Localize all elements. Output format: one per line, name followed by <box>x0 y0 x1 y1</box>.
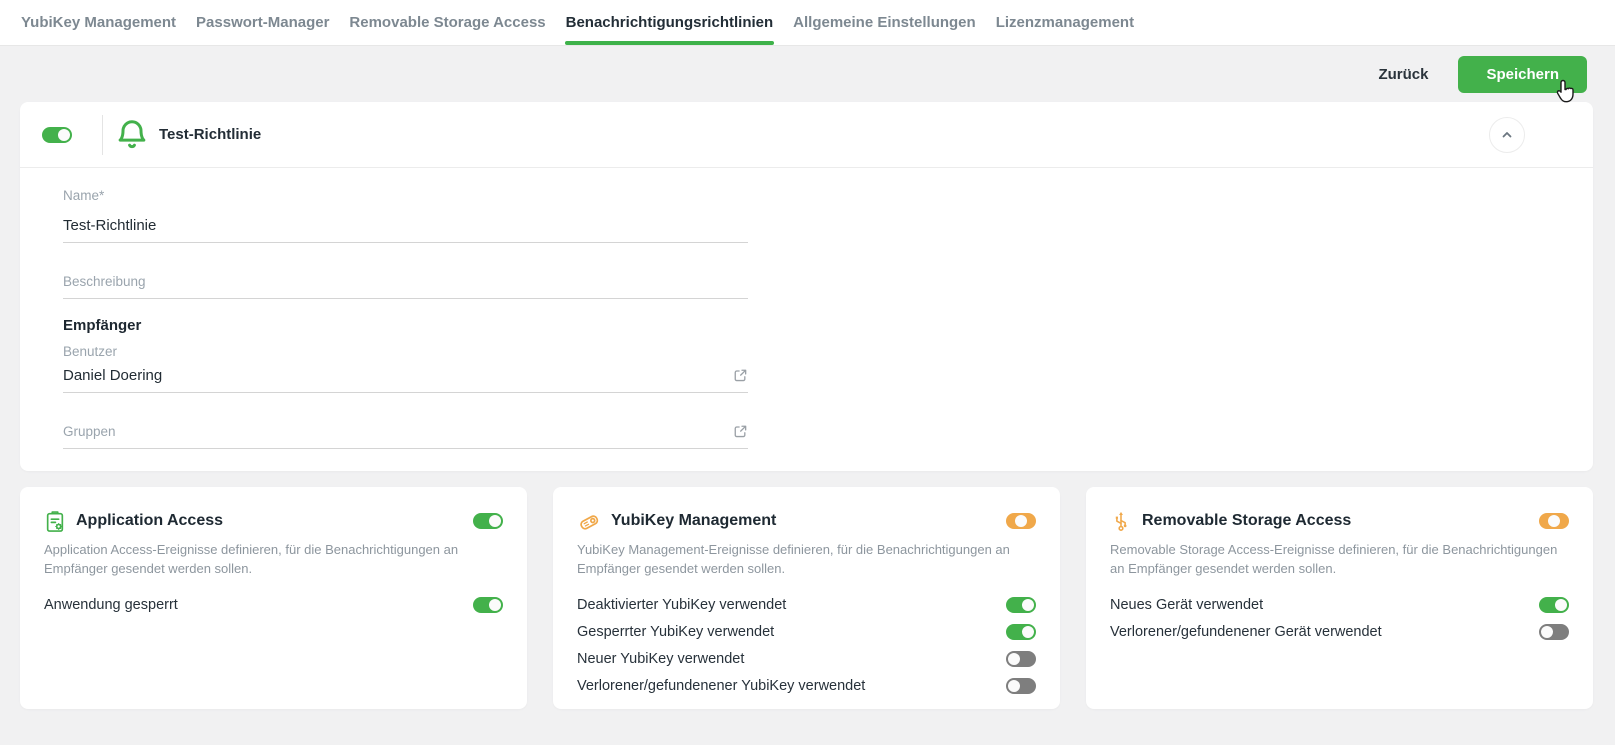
yubikey-management-card: YubiKey Management YubiKey Management-Er… <box>553 487 1060 709</box>
removable-storage-category-toggle[interactable] <box>1539 513 1569 529</box>
tab-removable-storage-access[interactable]: Removable Storage Access <box>349 14 546 31</box>
gesperrter-yubikey-toggle[interactable] <box>1006 624 1036 641</box>
removable-storage-card: Removable Storage Access Removable Stora… <box>1086 487 1593 709</box>
verlorener-yubikey-toggle[interactable] <box>1006 678 1036 695</box>
name-field[interactable]: Name* Test-Richtlinie <box>63 188 748 243</box>
event-toggle-row: Verlorener/gefundenener YubiKey verwende… <box>577 673 1036 700</box>
policy-title: Test-Richtlinie <box>159 126 262 143</box>
usb-icon <box>1110 509 1132 533</box>
chevron-up-icon <box>1500 128 1514 142</box>
application-access-card: Application Access Application Access-Er… <box>20 487 527 709</box>
policy-card-header: Test-Richtlinie <box>20 102 1593 168</box>
action-bar: Zurück Speichern <box>0 46 1615 102</box>
verlorenes-geraet-toggle[interactable] <box>1539 624 1569 641</box>
event-toggle-row: Gesperrter YubiKey verwendet <box>577 619 1036 646</box>
application-access-category-toggle[interactable] <box>473 513 503 529</box>
removable-storage-description: Removable Storage Access-Ereignisse defi… <box>1110 542 1558 576</box>
application-access-title: Application Access <box>76 512 224 529</box>
open-picker-icon <box>733 424 748 439</box>
open-picker-icon <box>733 368 748 383</box>
tab-passwort-manager[interactable]: Passwort-Manager <box>196 14 330 31</box>
tab-yubikey-management[interactable]: YubiKey Management <box>21 14 177 31</box>
event-label: Anwendung gesperrt <box>44 597 178 614</box>
event-toggle-row: Verlorener/gefundenener Gerät verwendet <box>1110 619 1569 646</box>
notification-policy-card: Test-Richtlinie Name* Test-Richtlinie Be… <box>20 102 1593 471</box>
event-toggle-row: Anwendung gesperrt <box>44 592 503 619</box>
neues-geraet-toggle[interactable] <box>1539 597 1569 614</box>
yubikey-management-description: YubiKey Management-Ereignisse definieren… <box>577 542 1010 576</box>
event-label: Verlorener/gefundenener Gerät verwendet <box>1110 624 1382 641</box>
users-picker-button[interactable] <box>733 368 748 383</box>
users-label: Benutzer <box>63 344 118 359</box>
recipients-heading: Empfänger <box>63 317 142 334</box>
application-access-description: Application Access-Ereignisse definieren… <box>44 542 459 576</box>
event-label: Neues Gerät verwendet <box>1110 597 1264 614</box>
removable-storage-title: Removable Storage Access <box>1142 512 1352 529</box>
users-value: Daniel Doering <box>63 367 163 384</box>
description-label: Beschreibung <box>63 274 146 289</box>
event-category-cards: Application Access Application Access-Er… <box>20 487 1593 709</box>
save-button[interactable]: Speichern <box>1458 55 1587 102</box>
event-label: Gesperrter YubiKey verwendet <box>577 624 775 641</box>
name-value: Test-Richtlinie <box>63 217 157 234</box>
bell-icon <box>111 117 153 153</box>
collapse-policy-button[interactable] <box>1489 116 1525 153</box>
event-label: Deaktivierter YubiKey verwendet <box>577 597 787 614</box>
clipboard-gear-icon <box>44 509 66 533</box>
save-button-label: Speichern <box>1486 65 1559 83</box>
deaktivierter-yubikey-toggle[interactable] <box>1006 597 1036 614</box>
users-field[interactable]: Benutzer Daniel Doering <box>63 344 748 393</box>
event-label: Verlorener/gefundenener YubiKey verwende… <box>577 678 866 695</box>
header-divider <box>102 114 103 155</box>
event-toggle-row: Deaktivierter YubiKey verwendet <box>577 592 1036 619</box>
event-toggle-row: Neues Gerät verwendet <box>1110 592 1569 619</box>
name-label: Name* <box>63 188 105 203</box>
tab-lizenzmanagement[interactable]: Lizenzmanagement <box>995 14 1135 31</box>
policy-enabled-toggle[interactable] <box>42 126 72 143</box>
yubikey-management-category-toggle[interactable] <box>1006 513 1036 529</box>
groups-picker-button[interactable] <box>733 424 748 439</box>
event-toggle-row: Neuer YubiKey verwendet <box>577 646 1036 673</box>
groups-field[interactable]: Gruppen <box>63 423 748 449</box>
yubikey-management-title: YubiKey Management <box>611 512 777 529</box>
groups-label: Gruppen <box>63 424 116 439</box>
settings-tabbar: YubiKey Management Passwort-Manager Remo… <box>0 0 1615 46</box>
neuer-yubikey-toggle[interactable] <box>1006 651 1036 668</box>
policy-form: Name* Test-Richtlinie Beschreibung Empfä… <box>20 168 1593 471</box>
description-field[interactable]: Beschreibung <box>63 273 748 299</box>
tab-benachrichtigungsrichtlinien[interactable]: Benachrichtigungsrichtlinien <box>564 0 775 45</box>
anwendung-gesperrt-toggle[interactable] <box>473 597 503 614</box>
event-label: Neuer YubiKey verwendet <box>577 651 745 668</box>
back-button[interactable]: Zurück <box>1378 65 1429 83</box>
yubikey-icon <box>577 509 601 533</box>
tab-allgemeine-einstellungen[interactable]: Allgemeine Einstellungen <box>793 14 976 31</box>
